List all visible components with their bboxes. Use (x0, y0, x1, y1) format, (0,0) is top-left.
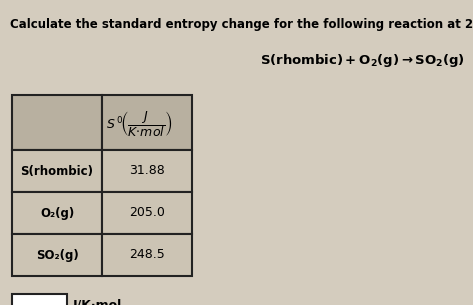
Bar (12, 294, 67, 305)
Text: O₂(g): O₂(g) (40, 206, 74, 220)
Text: 248.5: 248.5 (129, 249, 165, 261)
Text: 205.0: 205.0 (129, 206, 165, 220)
Text: S(rhombic): S(rhombic) (20, 164, 94, 178)
Bar (102, 95, 192, 150)
Bar (12, 150, 102, 192)
Bar (12, 95, 102, 150)
Text: SO₂(g): SO₂(g) (35, 249, 79, 261)
Text: $\mathbf{S(rhombic) + O_2(g) \rightarrow SO_2(g)}$: $\mathbf{S(rhombic) + O_2(g) \rightarrow… (260, 52, 465, 69)
Bar (102, 150, 192, 192)
Bar (12, 234, 102, 276)
Text: 31.88: 31.88 (129, 164, 165, 178)
Bar (12, 192, 102, 234)
Bar (102, 234, 192, 276)
Text: $S^{\,0}\!\left(\dfrac{J}{K{\cdot}mol}\right)$: $S^{\,0}\!\left(\dfrac{J}{K{\cdot}mol}\r… (105, 109, 172, 139)
Bar (102, 192, 192, 234)
Text: Calculate the standard entropy change for the following reaction at 25°C.: Calculate the standard entropy change fo… (10, 18, 473, 31)
Text: J/K·mol: J/K·mol (73, 299, 122, 305)
